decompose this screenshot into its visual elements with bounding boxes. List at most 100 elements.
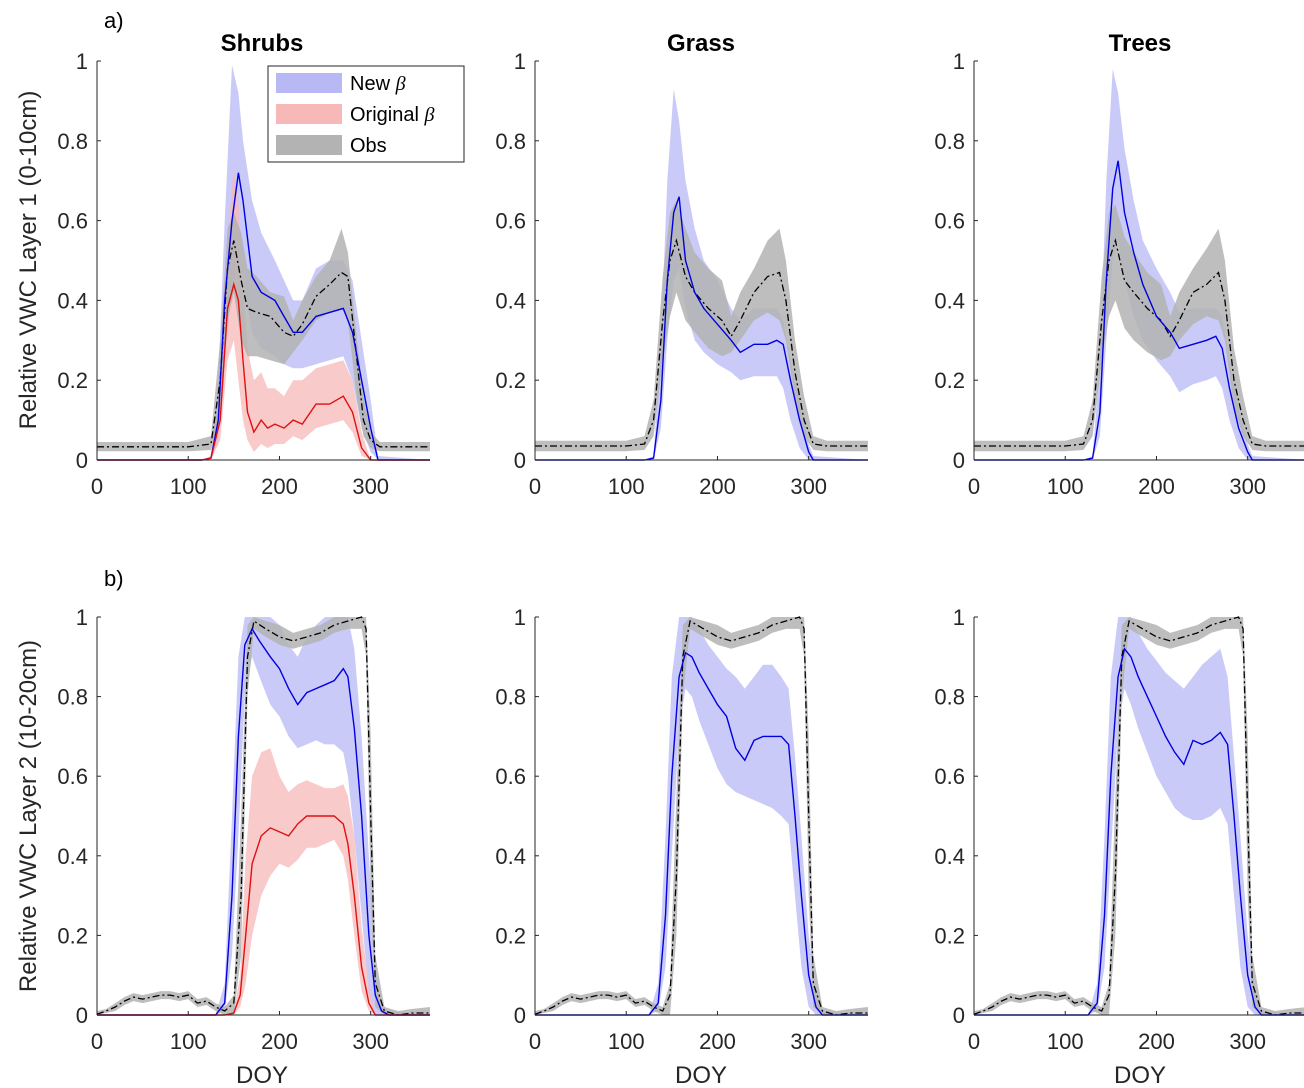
band-original-r1c0: [97, 748, 430, 1015]
line-obs-r0c2: [974, 238, 1304, 447]
y-tick-label-r0c2: 0.8: [934, 129, 965, 154]
x-tick-label-r0c0: 200: [261, 474, 298, 499]
band-new-r0c0: [97, 65, 430, 460]
band-obs-r0c0: [97, 212, 430, 452]
line-new-r1c1: [535, 651, 868, 1016]
y-tick-label-r0c1: 1: [514, 49, 526, 74]
x-tick-label-r0c2: 300: [1229, 474, 1266, 499]
legend-label-new-beta: New β: [350, 73, 406, 95]
y-tick-label-r0c2: 1: [953, 49, 965, 74]
legend-label-obs: Obs: [350, 135, 387, 157]
y-tick-label-r1c2: 0.4: [934, 844, 965, 869]
band-new-r1c0: [97, 617, 430, 1015]
x-tick-label-r1c2: 300: [1229, 1029, 1266, 1054]
band-obs-r0c1: [535, 200, 868, 452]
y-tick-label-r0c2: 0: [953, 448, 965, 473]
x-tick-label-r0c0: 0: [91, 474, 103, 499]
panel-label-a: a): [104, 8, 124, 33]
x-tick-label-r1c0: 100: [170, 1029, 207, 1054]
line-new-r0c1: [535, 196, 868, 461]
x-tick-label-r0c0: 100: [170, 474, 207, 499]
y-tick-label-r0c1: 0.6: [495, 209, 526, 234]
y-tick-label-r0c1: 0.8: [495, 129, 526, 154]
x-tick-label-r0c1: 300: [790, 474, 827, 499]
y-tick-label-r1c0: 0.8: [57, 685, 88, 710]
x-tick-label-r0c1: 200: [699, 474, 736, 499]
y-tick-label-r1c1: 0.8: [495, 685, 526, 710]
uncertainty-bands: [97, 65, 1304, 1015]
x-tick-label-r1c2: 200: [1138, 1029, 1175, 1054]
y-tick-label-r1c2: 0.6: [934, 764, 965, 789]
y-tick-label-r1c0: 0.4: [57, 844, 88, 869]
line-obs-r0c1: [535, 238, 868, 447]
x-tick-label-r1c0: 200: [261, 1029, 298, 1054]
line-obs-r1c2: [973, 616, 1304, 1016]
ylabel-layer-2: Relative VWC Layer 2 (10-20cm): [15, 640, 42, 992]
y-tick-label-r0c0: 0: [76, 448, 88, 473]
x-tick-label-r1c1: 300: [790, 1029, 827, 1054]
x-tick-label-r0c2: 100: [1047, 474, 1084, 499]
y-tick-label-r0c2: 0.4: [934, 288, 965, 313]
panel-label-b: b): [104, 566, 124, 591]
y-tick-label-r0c0: 0.6: [57, 209, 88, 234]
x-tick-label-r1c1: 100: [608, 1029, 645, 1054]
y-tick-label-r1c2: 0.8: [934, 685, 965, 710]
x-tick-label-r0c0: 300: [352, 474, 389, 499]
y-tick-label-r0c1: 0.4: [495, 288, 526, 313]
xlabel-doy-shrubs: DOY: [236, 1062, 288, 1088]
series-lines: [96, 160, 1304, 1016]
x-tick-label-r0c2: 200: [1138, 474, 1175, 499]
column-title-trees: Trees: [1109, 30, 1172, 57]
y-tick-label-r1c1: 0.6: [495, 764, 526, 789]
xlabel-doy-grass: DOY: [675, 1062, 727, 1088]
band-obs-r0c2: [974, 204, 1304, 452]
line-new-r1c0: [97, 627, 430, 1016]
legend-swatch-obs: [276, 135, 342, 155]
x-tick-label-r1c0: 0: [91, 1029, 103, 1054]
x-tick-label-r1c2: 0: [968, 1029, 980, 1054]
y-tick-label-r1c0: 1: [76, 605, 88, 630]
line-obs-r1c0: [96, 616, 430, 1016]
band-new-r1c1: [535, 617, 868, 1015]
y-tick-label-r0c0: 0.2: [57, 368, 88, 393]
y-tick-label-r0c1: 0: [514, 448, 526, 473]
line-obs-r1c1: [534, 616, 868, 1016]
line-new-r0c2: [974, 160, 1304, 461]
y-tick-label-r0c1: 0.2: [495, 368, 526, 393]
y-tick-label-r0c0: 1: [76, 49, 88, 74]
y-tick-label-r1c0: 0: [76, 1003, 88, 1028]
legend-swatch-original-beta: [276, 104, 342, 124]
y-tick-label-r1c2: 0.2: [934, 923, 965, 948]
column-title-grass: Grass: [667, 30, 735, 57]
band-original-r0c0: [97, 168, 430, 460]
x-tick-label-r1c0: 300: [352, 1029, 389, 1054]
band-new-r1c2: [974, 617, 1304, 1015]
legend: New β Original β Obs: [267, 65, 465, 163]
legend-label-original-beta: Original β: [350, 104, 434, 126]
x-tick-label-r1c2: 100: [1047, 1029, 1084, 1054]
y-tick-label-r0c2: 0.6: [934, 209, 965, 234]
y-tick-label-r1c1: 0: [514, 1003, 526, 1028]
xlabel-doy-trees: DOY: [1114, 1062, 1166, 1088]
y-tick-label-r1c1: 1: [514, 605, 526, 630]
y-tick-label-r1c0: 0.2: [57, 923, 88, 948]
x-tick-label-r0c1: 0: [529, 474, 541, 499]
y-tick-label-r1c2: 1: [953, 605, 965, 630]
y-tick-label-r0c2: 0.2: [934, 368, 965, 393]
legend-swatch-new-beta: [276, 73, 342, 93]
line-original-r0c0: [97, 281, 430, 461]
x-tick-label-r1c1: 200: [699, 1029, 736, 1054]
x-tick-label-r0c1: 100: [608, 474, 645, 499]
y-tick-label-r0c0: 0.4: [57, 288, 88, 313]
line-new-r1c2: [974, 647, 1304, 1016]
y-tick-label-r1c1: 0.2: [495, 923, 526, 948]
x-tick-label-r1c1: 0: [529, 1029, 541, 1054]
line-new-r0c0: [97, 172, 430, 461]
y-tick-label-r1c0: 0.6: [57, 764, 88, 789]
ylabel-layer-1: Relative VWC Layer 1 (0-10cm): [15, 91, 42, 430]
y-tick-label-r1c1: 0.4: [495, 844, 526, 869]
y-tick-label-r0c0: 0.8: [57, 129, 88, 154]
line-original-r1c0: [97, 815, 430, 1016]
